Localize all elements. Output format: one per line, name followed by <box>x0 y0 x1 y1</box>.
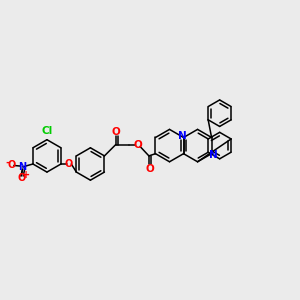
Text: N: N <box>178 131 186 141</box>
Text: O: O <box>146 164 154 174</box>
Text: +: + <box>22 169 30 180</box>
Text: -: - <box>5 158 10 167</box>
Text: Cl: Cl <box>41 126 52 136</box>
Text: O: O <box>133 140 142 150</box>
Text: O: O <box>64 159 73 169</box>
Text: O: O <box>18 173 26 183</box>
Text: N: N <box>19 162 27 172</box>
Text: N: N <box>209 150 218 160</box>
Text: O: O <box>111 127 120 137</box>
Text: O: O <box>7 160 16 170</box>
